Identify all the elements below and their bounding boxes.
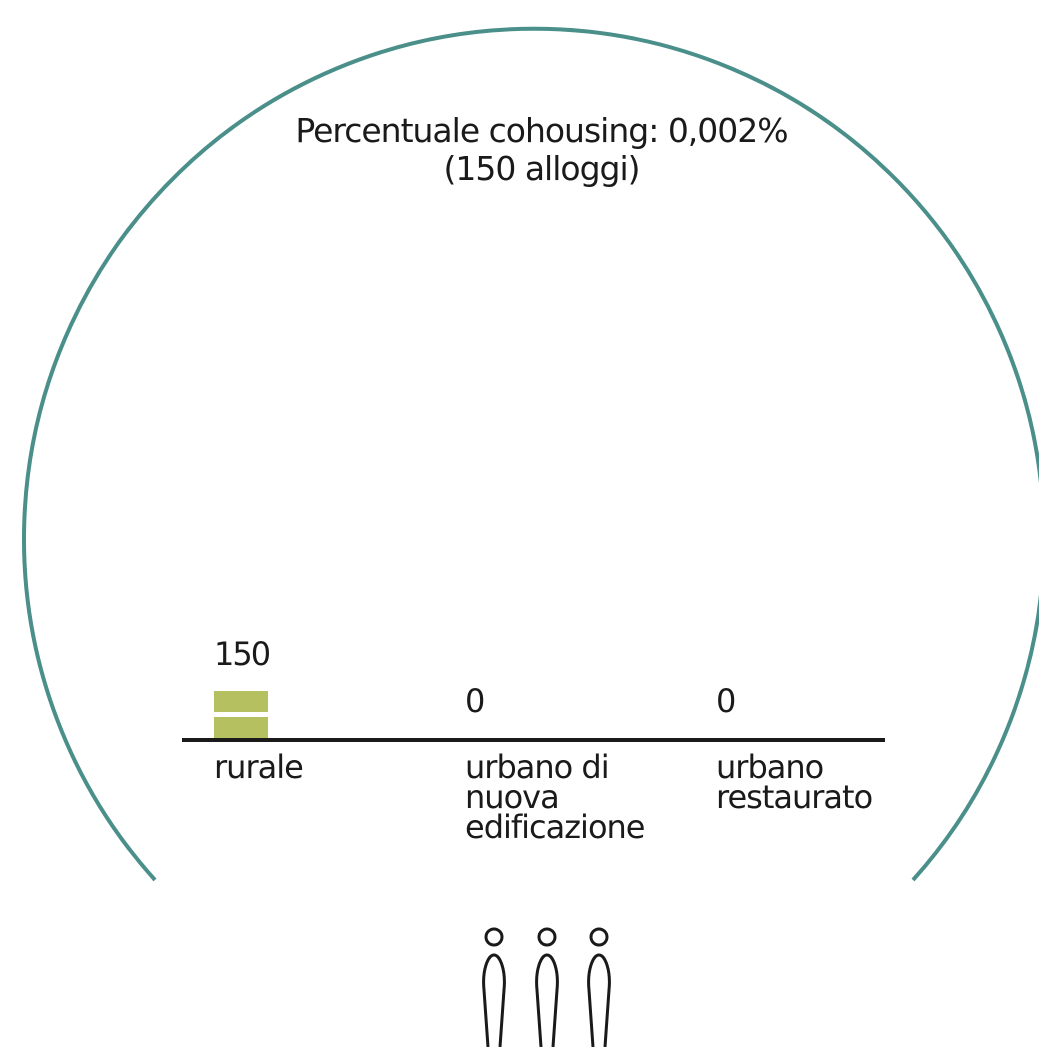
value-label-2: 0 <box>465 682 485 720</box>
category-label-line: urbano di <box>465 748 610 786</box>
person-icon <box>535 927 559 1047</box>
title-text: Percentuale cohousing: <box>295 111 659 150</box>
category-label-line: rurale <box>214 748 304 786</box>
chart-title: Percentuale cohousing: 0,002% (150 allog… <box>0 112 1039 188</box>
category-label-3: urbano restaurato <box>716 748 873 816</box>
category-label-line: restaurato <box>716 778 873 816</box>
category-label-line: edificazione <box>465 808 645 846</box>
value-label-3: 0 <box>716 682 736 720</box>
category-label-line: urbano <box>716 748 824 786</box>
category-label-2: urbano di nuova edificazione <box>465 748 645 846</box>
bar-segment-1-1 <box>214 717 268 738</box>
bar-segment-1-2 <box>214 691 268 712</box>
category-label-line: nuova <box>465 778 560 816</box>
title-value: 0,002% <box>667 111 789 150</box>
chart-subtitle: (150 alloggi) <box>443 149 640 188</box>
three-people-icon <box>482 927 611 1047</box>
category-label-1: rurale <box>214 748 304 786</box>
bars-group <box>214 691 268 738</box>
person-icon <box>482 927 506 1047</box>
person-icon <box>587 927 611 1047</box>
value-label-1: 150 <box>214 635 271 673</box>
outer-ring-arc <box>22 26 1039 882</box>
